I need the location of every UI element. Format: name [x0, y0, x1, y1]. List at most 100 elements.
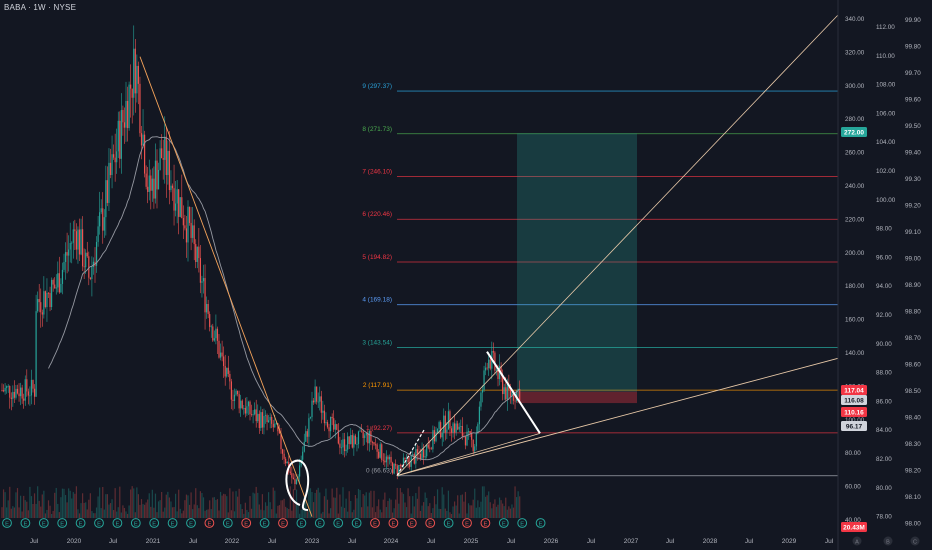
candle-body [164, 136, 166, 160]
volume-bar [184, 500, 186, 518]
volume-bar [63, 488, 65, 518]
candle-body [430, 448, 432, 450]
volume-bar [235, 491, 237, 518]
candle-body [418, 453, 420, 455]
volume-bar [257, 492, 259, 518]
candle-body [150, 175, 152, 191]
candle-body [134, 48, 136, 94]
volume-bar [15, 492, 17, 518]
candle-body [139, 83, 141, 134]
candle-body [489, 359, 491, 369]
x-tick: Jul [189, 538, 198, 545]
candle-body [401, 465, 403, 467]
candle-body [289, 471, 291, 474]
y-tick-mid: 104.00 [876, 139, 896, 146]
y-tick-mid: 92.00 [876, 312, 892, 319]
candle-body [71, 242, 73, 244]
volume-bar [348, 491, 350, 518]
candle-body [474, 446, 476, 452]
candle-body [133, 48, 135, 98]
volume-bar [68, 488, 70, 518]
candle-body [413, 454, 415, 464]
price-badge [841, 395, 867, 405]
volume-bar [258, 504, 260, 518]
volume-bar [137, 494, 139, 518]
earnings-marker-label: E [391, 521, 395, 527]
volume-bar [325, 488, 327, 518]
y-tick-right: 98.20 [905, 468, 921, 475]
candle-body [424, 456, 426, 458]
volume-bar [356, 498, 358, 518]
volume-bar [393, 508, 395, 518]
candle-body [264, 415, 267, 417]
candle-body [237, 390, 239, 395]
candle-body [500, 365, 502, 375]
y-tick-right: 98.70 [905, 335, 921, 342]
volume-bar [331, 488, 333, 518]
volume-bar [354, 494, 356, 518]
earnings-marker [149, 518, 160, 528]
fib-label: 3 (143.54) [362, 339, 392, 346]
fib-label: 7 (246.10) [362, 169, 392, 176]
volume-bar [381, 512, 383, 518]
volume-bar [106, 494, 108, 518]
candle-body [30, 379, 33, 396]
volume-bar [75, 486, 77, 518]
earnings-marker [204, 518, 215, 528]
candle-body [359, 430, 361, 432]
y-tick-right: 98.90 [905, 282, 921, 289]
corner-marker-label: B [886, 540, 890, 546]
y-tick-left: 180.00 [845, 283, 865, 290]
candle-body [255, 409, 257, 422]
y-tick-left: 280.00 [845, 116, 865, 123]
volume-bar [243, 513, 245, 518]
volume-bar [443, 494, 445, 518]
candle-body [178, 189, 180, 217]
candle-body [275, 423, 277, 424]
volume-bar [168, 497, 170, 518]
volume-bar [297, 504, 299, 518]
price-badges: 272.00 117.04 116.08 110.16 96.17 20.43M [841, 127, 867, 532]
candle-body [89, 277, 91, 279]
fib-label: 1 (92.27) [366, 425, 392, 432]
volume-bar [500, 500, 502, 518]
candle-body [382, 459, 384, 461]
volume-bar [130, 489, 132, 518]
corner-marker-label: A [855, 540, 859, 546]
volume-bar [452, 506, 454, 518]
volume-bar [147, 499, 149, 518]
earnings-marker-label: E [134, 521, 138, 527]
earnings-marker [535, 518, 546, 528]
volume-bar [91, 511, 93, 518]
volume-bar [519, 496, 521, 518]
volume-bar [82, 493, 84, 518]
candle-body [9, 385, 11, 398]
candle-body [176, 189, 178, 204]
volume-bar [148, 493, 150, 518]
candle-body [286, 461, 288, 464]
volume-bar [61, 488, 64, 518]
candle-body [128, 84, 130, 129]
candle-body [272, 423, 274, 428]
volume-bar [474, 488, 476, 518]
volume-bar [402, 493, 405, 518]
volume-bar [388, 498, 391, 518]
volume-bar [202, 497, 205, 518]
y-tick-left: 80.00 [845, 450, 861, 457]
candle-body [78, 229, 81, 255]
candle-body [396, 465, 398, 474]
volume-bar [488, 491, 490, 518]
volume-bar [260, 509, 262, 518]
volume-bar [333, 497, 335, 518]
candle-body [80, 229, 82, 255]
candle-body [10, 397, 12, 399]
candle-body [485, 367, 487, 371]
volume-bar [7, 500, 9, 518]
candle-body [72, 229, 74, 243]
candle-body [162, 157, 164, 160]
y-tick-right: 99.00 [905, 256, 921, 263]
volume-bar [432, 508, 434, 518]
candle-body [215, 328, 217, 339]
candle-body [426, 444, 428, 457]
